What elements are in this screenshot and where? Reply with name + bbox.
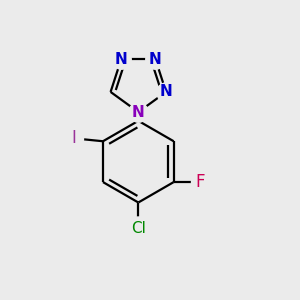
Text: N: N bbox=[160, 84, 172, 99]
Text: F: F bbox=[195, 173, 205, 191]
Text: N: N bbox=[149, 52, 162, 67]
Text: Cl: Cl bbox=[131, 221, 146, 236]
Text: I: I bbox=[71, 129, 76, 147]
Text: N: N bbox=[115, 52, 128, 67]
Text: N: N bbox=[132, 105, 145, 120]
